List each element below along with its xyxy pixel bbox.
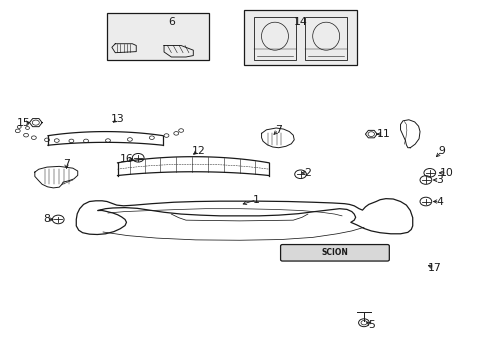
- Bar: [305, 17, 346, 60]
- Text: 5: 5: [367, 320, 374, 330]
- Text: 9: 9: [438, 146, 445, 156]
- Text: 10: 10: [439, 168, 453, 178]
- Bar: [244, 10, 356, 65]
- Text: 7: 7: [63, 159, 70, 169]
- Text: 1: 1: [253, 195, 260, 205]
- Text: 8: 8: [43, 215, 50, 224]
- Text: 16: 16: [120, 154, 133, 164]
- Text: 13: 13: [111, 114, 124, 124]
- Text: 17: 17: [427, 263, 441, 273]
- Text: 6: 6: [167, 17, 174, 27]
- Bar: [107, 13, 209, 60]
- Text: 15: 15: [17, 118, 31, 128]
- Text: 3: 3: [435, 175, 442, 185]
- Text: 14: 14: [293, 17, 307, 27]
- Text: 12: 12: [191, 145, 204, 156]
- Text: 2: 2: [304, 168, 311, 178]
- Text: 11: 11: [376, 129, 389, 139]
- FancyBboxPatch shape: [280, 244, 388, 261]
- Text: 4: 4: [435, 197, 442, 207]
- Text: 7: 7: [275, 125, 282, 135]
- Text: SCION: SCION: [321, 248, 347, 257]
- Bar: [254, 17, 295, 60]
